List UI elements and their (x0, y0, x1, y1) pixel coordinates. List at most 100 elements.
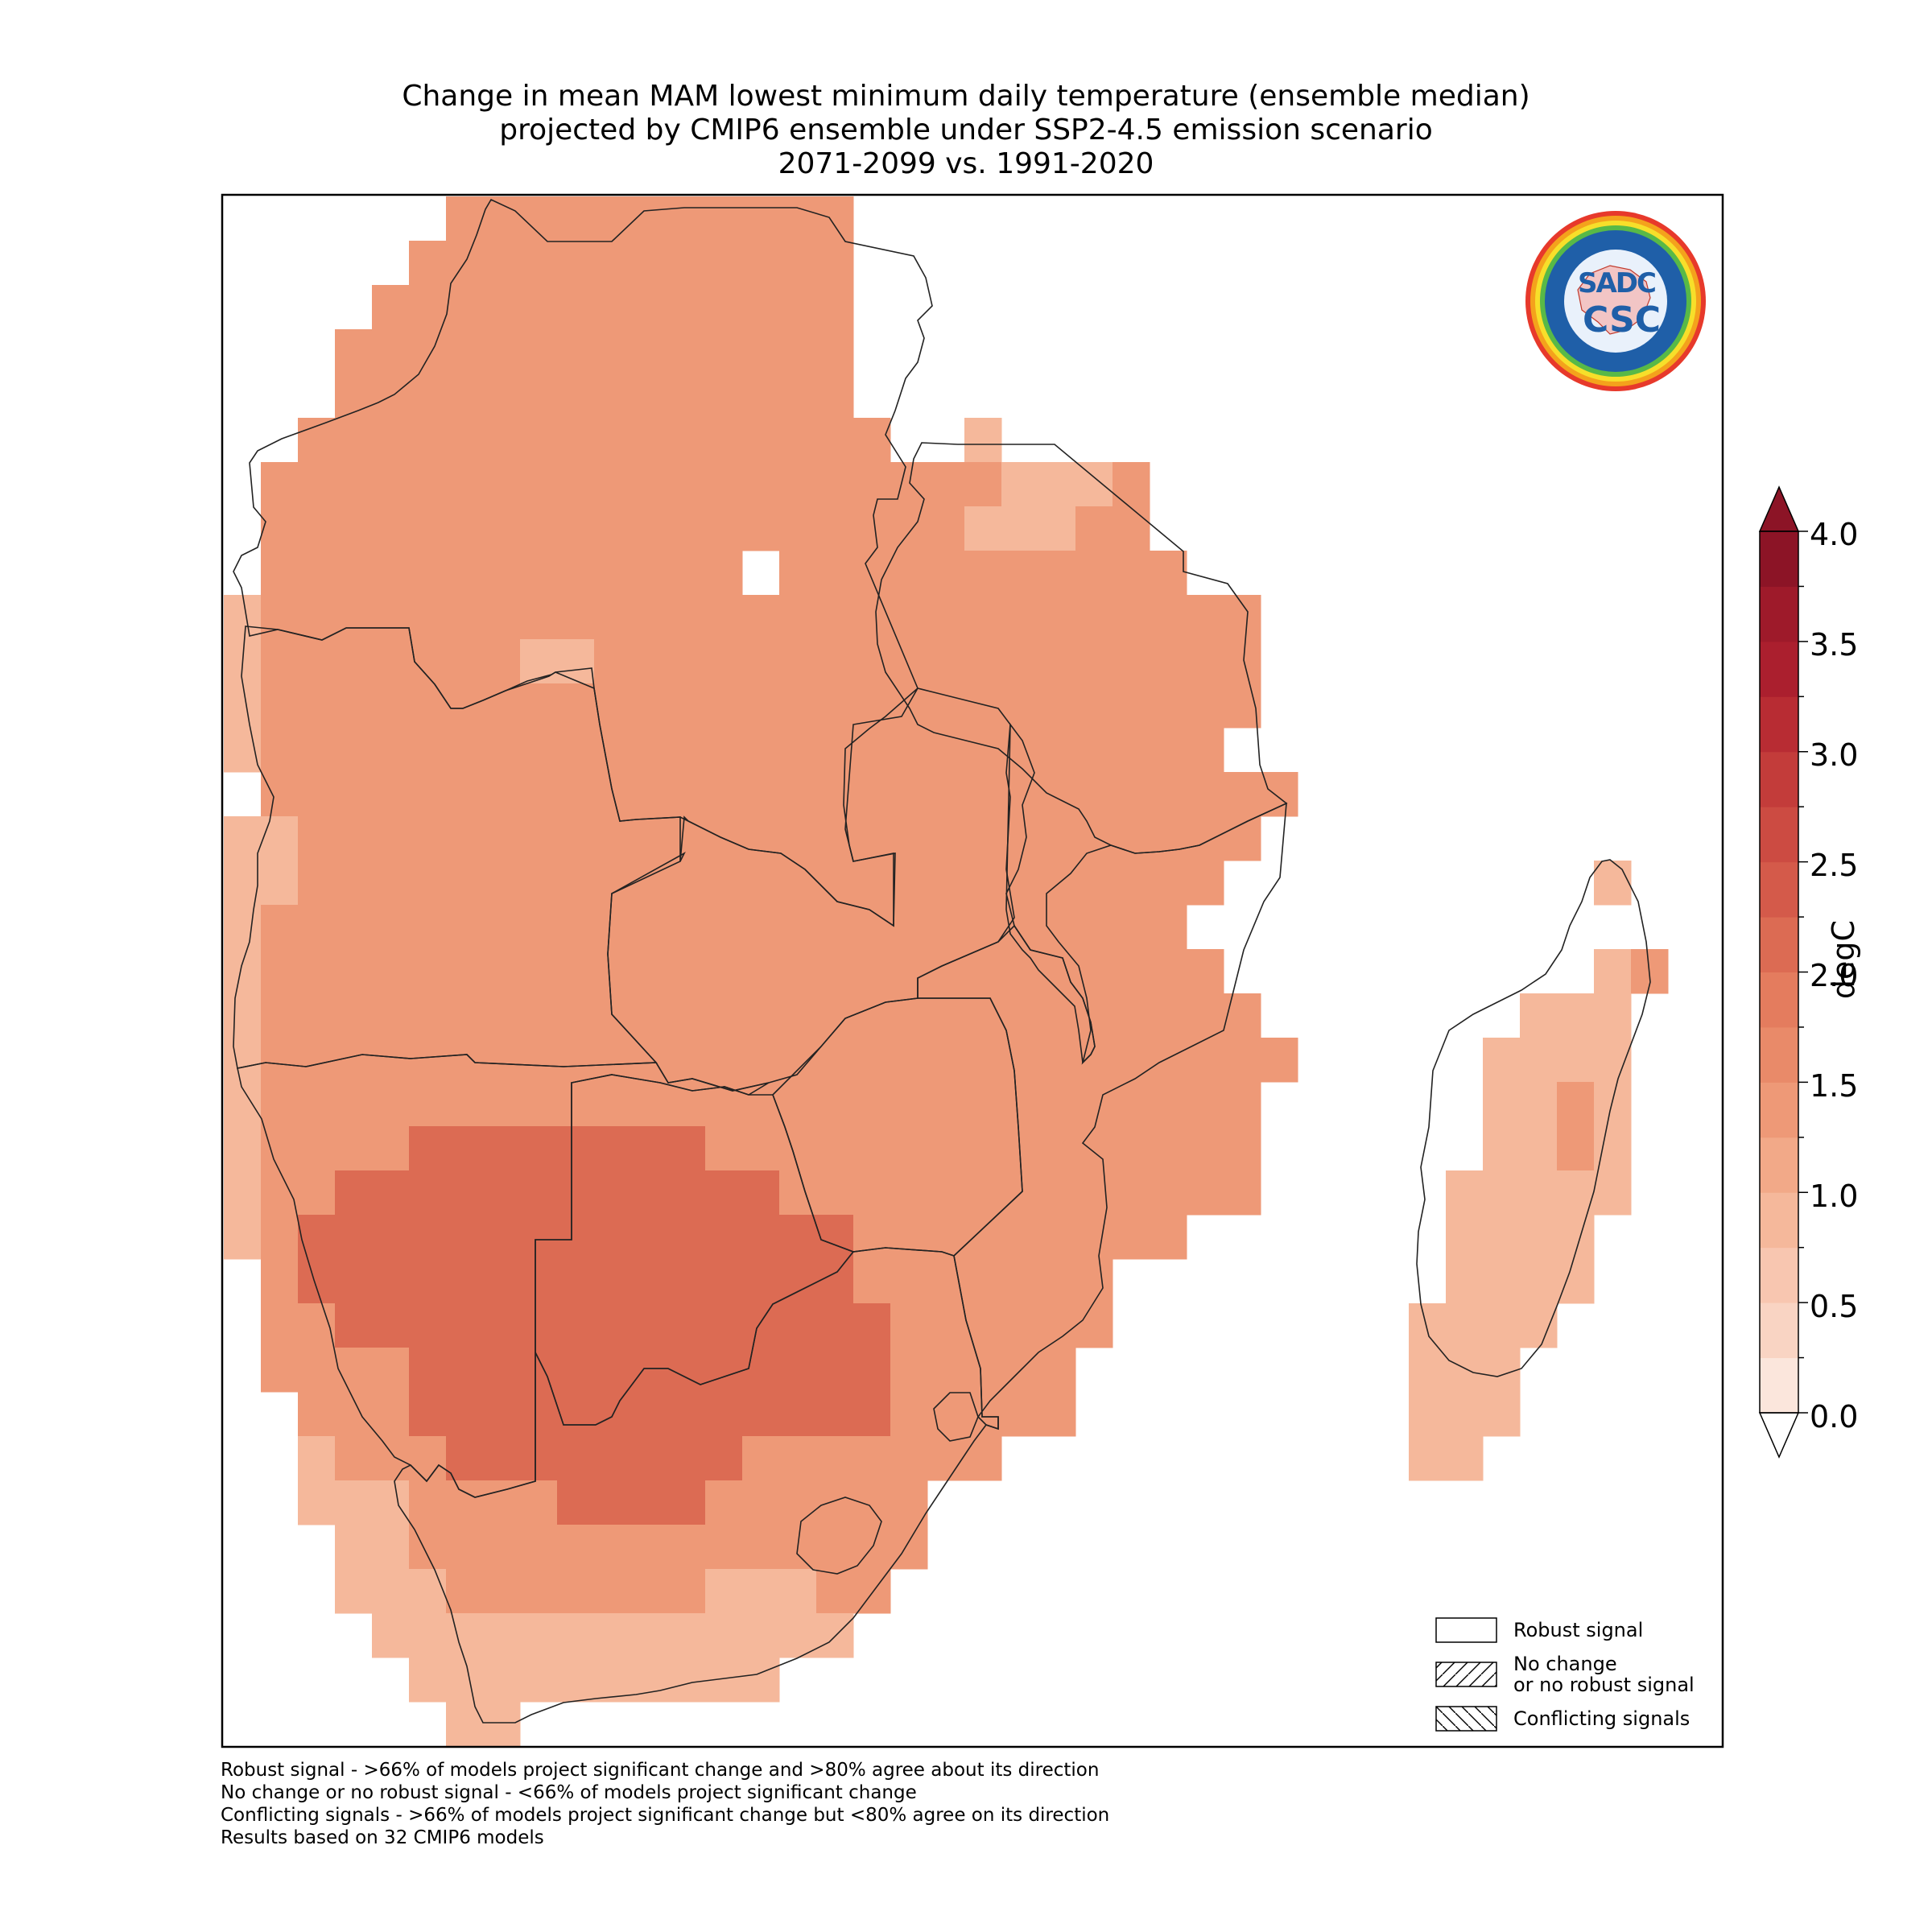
grid-cell (631, 1657, 669, 1703)
grid-cell (446, 329, 484, 374)
grid-cell (372, 639, 410, 684)
grid-cell (853, 1215, 891, 1260)
grid-cell (927, 993, 965, 1038)
grid-cell (742, 595, 780, 640)
grid-cell (446, 1480, 484, 1525)
grid-cell (705, 285, 743, 330)
grid-cell (520, 1480, 558, 1525)
grid-cell (964, 1348, 1002, 1393)
border-eswatini (933, 1392, 979, 1442)
grid-cell (1001, 993, 1039, 1038)
grid-cell (520, 329, 558, 374)
grid-cell (927, 1170, 965, 1216)
grid-cell (520, 241, 558, 286)
grid-cell (372, 1525, 410, 1570)
grid-cell (298, 506, 336, 551)
colorbar-tick-label: 1.5 (1810, 1068, 1859, 1104)
grid-cell (1224, 639, 1261, 684)
grid-cell (853, 772, 891, 817)
grid-cell (1113, 1215, 1150, 1260)
colorbar-tick-label: 2.0 (1810, 958, 1859, 993)
grid-cell (890, 728, 928, 773)
grid-cell (631, 1215, 669, 1260)
grid-cell (964, 595, 1002, 640)
grid-cell (1113, 1126, 1150, 1171)
grid-cell (705, 1215, 743, 1260)
grid-cell (483, 993, 521, 1038)
grid-cell (816, 1082, 854, 1127)
grid-cell (631, 905, 669, 950)
grid-cell (520, 1436, 558, 1481)
grid-cell (890, 1126, 928, 1171)
grid-cell (224, 1170, 262, 1216)
grid-cell (705, 506, 743, 551)
grid-cell (446, 1303, 484, 1348)
grid-cell (668, 1259, 706, 1304)
grid-cell (594, 639, 632, 684)
grid-cell (483, 551, 521, 596)
grid-cell (409, 285, 447, 330)
grid-cell (779, 1613, 817, 1658)
grid-cell (1187, 816, 1224, 861)
grid-cell (1075, 1303, 1113, 1348)
grid-cell (483, 418, 521, 463)
grid-cell (1075, 905, 1113, 950)
grid-cell (446, 1038, 484, 1083)
grid-cell (668, 1480, 706, 1525)
grid-cell (483, 683, 521, 729)
grid-cell (446, 1126, 484, 1171)
grid-cell (1001, 506, 1039, 551)
grid-cell (520, 418, 558, 463)
grid-cell (705, 551, 743, 596)
grid-cell (779, 949, 817, 994)
grid-cell (594, 861, 632, 906)
logo-sadc-text: SADC (1578, 267, 1657, 299)
grid-cell (1594, 861, 1632, 906)
grid-cell (298, 772, 336, 817)
grid-cell (483, 329, 521, 374)
colorbar-segment (1760, 972, 1798, 1028)
grid-cell (446, 683, 484, 729)
grid-cell (927, 1392, 965, 1437)
grid-cell (594, 683, 632, 729)
grid-cell (1113, 772, 1150, 817)
grid-cell (742, 949, 780, 994)
grid-cell (927, 1436, 965, 1481)
grid-cell (335, 1259, 373, 1304)
grid-cell (409, 1038, 447, 1083)
grid-cell (742, 1303, 780, 1348)
grid-cell (224, 683, 262, 729)
grid-cell (1038, 1392, 1076, 1437)
grid-cell (668, 285, 706, 330)
grid-cell (1113, 506, 1150, 551)
grid-cell (372, 905, 410, 950)
grid-cell (261, 1082, 299, 1127)
grid-cell (1150, 993, 1187, 1038)
grid-cell (1224, 816, 1261, 861)
grid-cell (816, 1038, 854, 1083)
grid-cell (483, 728, 521, 773)
grid-cell (668, 462, 706, 507)
grid-cell (816, 861, 854, 906)
grid-cell (520, 949, 558, 994)
grid-cell (261, 993, 299, 1038)
grid-cell (1113, 861, 1150, 906)
grid-cell (409, 772, 447, 817)
grid-cell (890, 506, 928, 551)
grid-cell (557, 1082, 595, 1127)
grid-cell (335, 1082, 373, 1127)
grid-cell (631, 816, 669, 861)
grid-cell (668, 1170, 706, 1216)
grid-cell (1150, 595, 1187, 640)
grid-cell (520, 196, 558, 242)
grid-cell (372, 1126, 410, 1171)
grid-cell (853, 639, 891, 684)
grid-cell (335, 418, 373, 463)
grid-cell (964, 728, 1002, 773)
grid-cell (1557, 993, 1595, 1038)
grid-cell (335, 728, 373, 773)
border-tanzania (875, 442, 1288, 854)
grid-cell (1224, 1038, 1261, 1083)
grid-cell (409, 551, 447, 596)
grid-cell (372, 1038, 410, 1083)
